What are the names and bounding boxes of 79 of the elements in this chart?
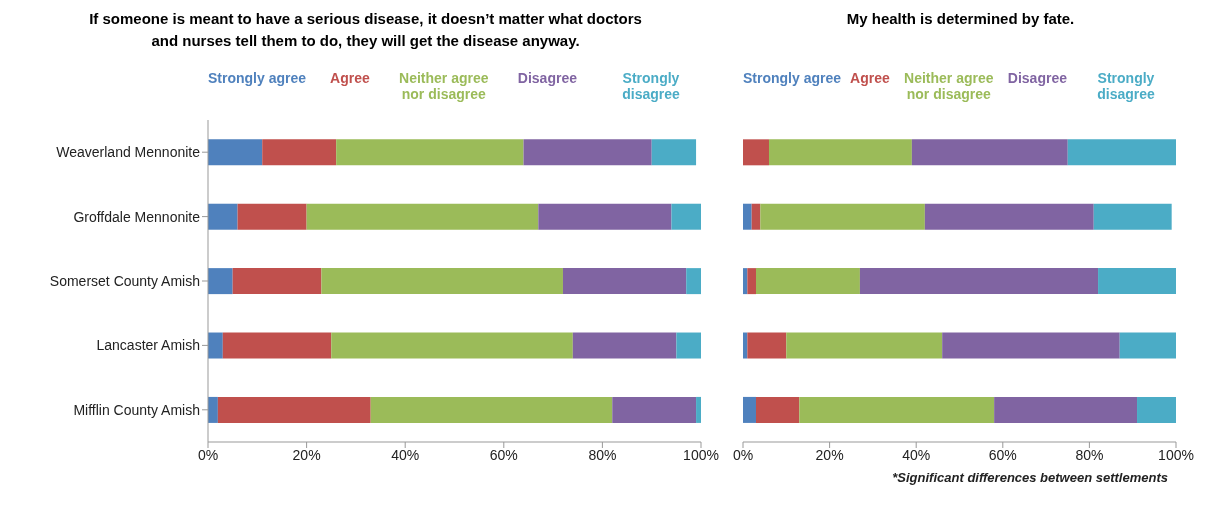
- bar: [562, 268, 687, 295]
- x-tick-label: 60%: [489, 446, 518, 463]
- text: Strongly agree: [743, 70, 842, 86]
- bar: [671, 203, 701, 230]
- bar: [1067, 139, 1176, 166]
- bar: [222, 332, 332, 359]
- bar: [755, 268, 860, 295]
- bar: [743, 396, 756, 423]
- bar: [331, 332, 573, 359]
- bar: [760, 203, 925, 230]
- x-tick-label: 40%: [902, 446, 931, 463]
- x-tick-label: 40%: [391, 446, 420, 463]
- bar: [1137, 396, 1176, 423]
- bar: [1093, 203, 1172, 230]
- x-tick-label: 60%: [988, 446, 1017, 463]
- bar: [651, 139, 697, 166]
- bar: [208, 139, 263, 166]
- bar: [743, 332, 748, 359]
- bar: [743, 268, 748, 295]
- chart-title: My health is determined by fate.: [846, 9, 1075, 29]
- bar: [755, 396, 800, 423]
- x-tick-label: 0%: [732, 446, 754, 463]
- bar: [306, 203, 539, 230]
- bar: [747, 332, 787, 359]
- bar: [370, 396, 613, 423]
- x-tick-label: 20%: [292, 446, 321, 463]
- y-tick-label: Mifflin County Amish: [73, 401, 200, 418]
- x-tick-label: 100%: [683, 446, 719, 463]
- text: Disagree: [1007, 70, 1067, 86]
- text: Strongly disagree: [1096, 70, 1156, 102]
- bar: [786, 332, 943, 359]
- bar: [217, 396, 371, 423]
- bar: [208, 203, 238, 230]
- bar: [768, 139, 912, 166]
- y-tick-label: Groffdale Mennonite: [73, 208, 201, 225]
- bar: [751, 203, 761, 230]
- chart-title: If someone is meant to have a serious disease, it doesn’t matter what doctors and nurses tell them to do, they will get the disease anyway.: [88, 9, 643, 51]
- bar: [686, 268, 701, 295]
- bar: [696, 396, 701, 423]
- y-tick-label: Weaverland Mennonite: [56, 144, 201, 161]
- bar: [336, 139, 524, 166]
- bar: [612, 396, 697, 423]
- bar: [208, 268, 233, 295]
- bar: [237, 203, 307, 230]
- bar: [924, 203, 1094, 230]
- bar: [743, 203, 752, 230]
- bar: [1098, 268, 1176, 295]
- text: Strongly disagree: [621, 70, 681, 102]
- bar: [676, 332, 701, 359]
- bar: [321, 268, 563, 295]
- bar: [208, 332, 223, 359]
- x-tick-label: 20%: [815, 446, 844, 463]
- x-tick-label: 80%: [1075, 446, 1104, 463]
- text: *Significant differences between settlements: [892, 470, 1168, 485]
- bar: [994, 396, 1138, 423]
- bar: [538, 203, 672, 230]
- bar: [208, 396, 218, 423]
- bar: [743, 139, 769, 166]
- text: Disagree: [517, 70, 577, 86]
- bar: [942, 332, 1120, 359]
- bar: [523, 139, 652, 166]
- x-tick-label: 80%: [588, 446, 617, 463]
- y-tick-label: Lancaster Amish: [96, 337, 200, 354]
- bar: [911, 139, 1068, 166]
- text: Neither agree nor disagree: [398, 70, 490, 102]
- y-tick-label: Somerset County Amish: [49, 272, 200, 289]
- bar: [799, 396, 995, 423]
- text: Agree: [330, 70, 370, 86]
- bar: [1119, 332, 1176, 359]
- text: Neither agree nor disagree: [903, 70, 995, 102]
- x-tick-label: 0%: [197, 446, 219, 463]
- x-tick-label: 100%: [1158, 446, 1194, 463]
- bar: [747, 268, 756, 295]
- bar: [572, 332, 677, 359]
- text: Agree: [850, 70, 890, 86]
- bar: [232, 268, 322, 295]
- text: Strongly agree: [208, 70, 307, 86]
- bar: [859, 268, 1099, 295]
- bar: [262, 139, 337, 166]
